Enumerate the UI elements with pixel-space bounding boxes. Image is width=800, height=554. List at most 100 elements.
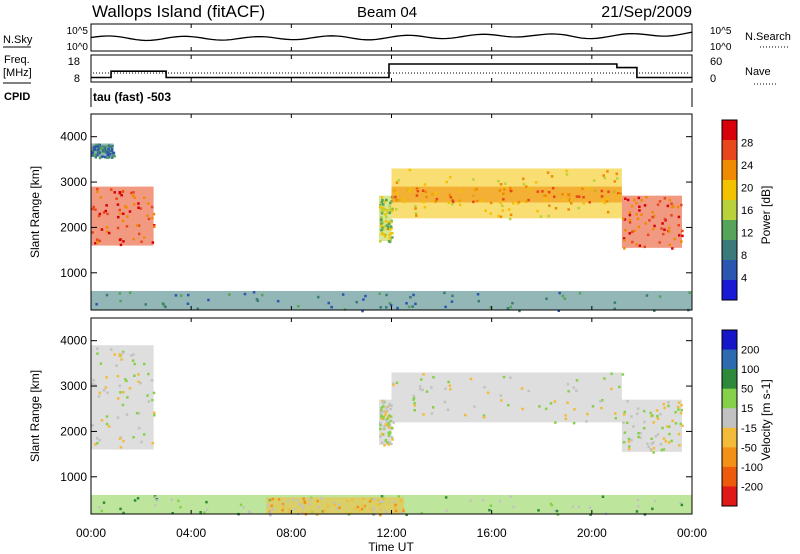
heatmap-cell xyxy=(118,238,122,242)
heatmap-cell xyxy=(469,499,472,502)
heatmap-cell xyxy=(405,302,408,305)
heatmap-cell xyxy=(623,239,626,242)
heatmap-cell xyxy=(482,414,486,417)
heatmap-cell xyxy=(553,400,557,403)
heatmap-cell xyxy=(389,419,393,423)
heatmap-cell xyxy=(679,411,683,415)
heatmap-cell xyxy=(317,505,321,509)
heatmap-cell xyxy=(228,293,231,296)
colorbar-cell xyxy=(722,160,737,181)
heatmap-cell xyxy=(482,416,486,419)
heatmap-cell xyxy=(386,441,389,444)
heatmap-cell xyxy=(382,399,385,403)
heatmap-cell xyxy=(459,189,463,193)
heatmap-cell xyxy=(99,362,103,365)
heatmap-cell xyxy=(388,414,391,417)
power-y-ticks: 1000 2000 3000 4000 xyxy=(60,130,692,280)
heatmap-cell xyxy=(658,200,662,203)
heatmap-cell xyxy=(379,421,382,425)
heatmap-cell xyxy=(378,292,381,295)
colorbar-frame xyxy=(721,329,738,507)
heatmap-cell xyxy=(95,238,99,241)
heatmap-cell xyxy=(628,211,632,214)
heatmap-cell xyxy=(104,386,107,389)
heatmap-cell xyxy=(93,148,96,151)
heatmap-cell xyxy=(118,354,122,358)
heatmap-region xyxy=(391,372,622,423)
heatmap-cell xyxy=(97,148,100,151)
heatmap-cell xyxy=(550,504,554,507)
heatmap-cell xyxy=(94,383,97,387)
heatmap-cell xyxy=(443,400,447,404)
heatmap-cell xyxy=(385,198,388,202)
heatmap-cell xyxy=(586,412,589,416)
heatmap-cell xyxy=(105,415,109,418)
heatmap-cell xyxy=(561,294,565,298)
heatmap-cell xyxy=(281,508,284,512)
heatmap-cell xyxy=(521,407,524,411)
heatmap-cell xyxy=(118,292,122,295)
heatmap-cell xyxy=(354,507,357,510)
heatmap-cell xyxy=(338,506,341,510)
heatmap-cell xyxy=(102,389,106,392)
heatmap-cell xyxy=(302,497,305,500)
heatmap-cell xyxy=(94,145,97,148)
heatmap-cell xyxy=(622,237,626,240)
heatmap-cell xyxy=(380,409,383,412)
heatmap-cell xyxy=(522,183,526,186)
heatmap-cell xyxy=(674,422,678,425)
heatmap-cell xyxy=(651,414,654,417)
heatmap-cell xyxy=(388,402,391,406)
heatmap-cell xyxy=(297,305,300,308)
heatmap-cell xyxy=(380,414,383,418)
heatmap-cell xyxy=(661,426,664,430)
heatmap-cell xyxy=(343,308,347,311)
heatmap-cell xyxy=(575,379,579,382)
heatmap-cell xyxy=(614,412,617,415)
x-axis-label: Time UT xyxy=(368,540,414,554)
heatmap-cell xyxy=(107,150,111,154)
heatmap-cell xyxy=(409,188,412,191)
heatmap-cell xyxy=(358,509,361,512)
heatmap-cell xyxy=(431,406,435,409)
power-heatmap xyxy=(91,143,692,313)
heatmap-cell xyxy=(624,197,627,200)
heatmap-cell xyxy=(445,509,448,512)
heatmap-cell xyxy=(628,447,631,451)
heatmap-cell xyxy=(472,200,475,204)
heatmap-cell xyxy=(564,414,567,417)
heatmap-cell xyxy=(97,395,101,398)
heatmap-cell xyxy=(113,353,116,356)
heatmap-cell xyxy=(387,415,390,419)
y-tick-label: 2000 xyxy=(60,424,87,438)
colorbar-tick-label: 100 xyxy=(741,364,759,376)
heatmap-cell xyxy=(403,200,406,204)
heatmap-cell xyxy=(379,306,382,309)
heatmap-cell xyxy=(389,407,392,411)
heatmap-cell xyxy=(390,426,394,430)
heatmap-cell xyxy=(380,228,383,232)
heatmap-cell xyxy=(384,438,388,442)
colorbar-tick-label: 8 xyxy=(741,250,747,262)
heatmap-cell xyxy=(668,432,671,436)
heatmap-cell xyxy=(563,297,567,300)
heatmap-cell xyxy=(565,173,569,176)
heatmap-cell xyxy=(382,203,385,206)
heatmap-cell xyxy=(386,405,389,409)
heatmap-cell xyxy=(98,156,102,160)
heatmap-cell xyxy=(502,198,505,201)
heatmap-cell xyxy=(110,149,113,152)
heatmap-cell xyxy=(414,207,417,210)
heatmap-cell xyxy=(119,391,122,394)
heatmap-cell xyxy=(681,234,684,238)
heatmap-cell xyxy=(364,294,367,298)
heatmap-cell xyxy=(174,294,178,297)
time-axis-ticks: 00:00 04:00 08:00 12:00 16:00 20:00 00:00 xyxy=(76,24,707,540)
heatmap-cell xyxy=(639,436,642,439)
heatmap-cell xyxy=(435,197,439,201)
heatmap-cell xyxy=(91,382,94,386)
heatmap-cell xyxy=(113,191,116,194)
heatmap-cell xyxy=(277,498,281,501)
heatmap-cell xyxy=(388,441,391,445)
heatmap-cell xyxy=(386,211,389,214)
